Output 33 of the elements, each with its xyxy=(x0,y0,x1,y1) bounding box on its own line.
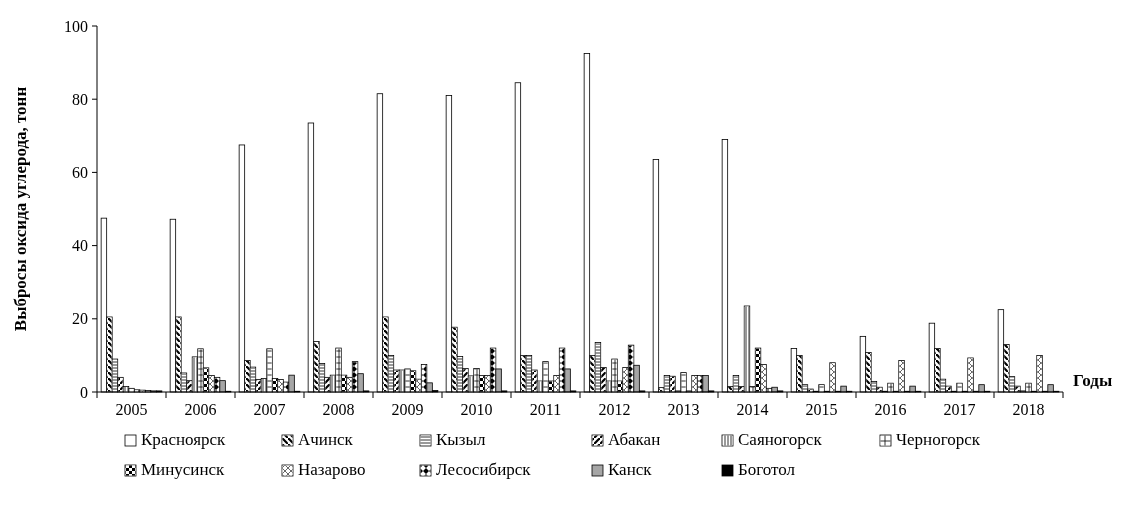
x-tick-label: 2014 xyxy=(736,401,769,418)
legend-label: Назарово xyxy=(298,460,366,479)
x-tick-label: 2015 xyxy=(805,401,838,418)
x-tick-label: 2009 xyxy=(391,401,424,418)
x-tick-label: 2006 xyxy=(184,401,217,418)
x-tick-label: 2011 xyxy=(529,401,562,418)
x-tick-label: 2010 xyxy=(460,401,493,418)
x-tick-label: 2007 xyxy=(253,401,286,418)
legend-label: Ачинск xyxy=(298,430,354,449)
x-tick-label: 2012 xyxy=(598,401,631,418)
legend-label: Черногорск xyxy=(896,430,981,449)
legend-label: Красноярск xyxy=(141,430,227,449)
x-tick-label: 2018 xyxy=(1012,401,1045,418)
legend-label: Канск xyxy=(608,460,653,479)
x-tick-label: 2016 xyxy=(874,401,907,418)
y-tick-label: 100 xyxy=(64,17,88,35)
y-tick-label: 60 xyxy=(72,164,88,181)
legend-label: Минусинск xyxy=(141,460,226,479)
x-axis-title: Годы xyxy=(1073,371,1113,390)
y-tick-label: 0 xyxy=(80,383,88,401)
y-tick-label: 80 xyxy=(72,90,88,108)
x-tick-label: 2013 xyxy=(667,401,700,418)
legend-label: Кызыл xyxy=(436,430,486,449)
legend-label: Абакан xyxy=(608,430,661,449)
legend-label: Лесосибирск xyxy=(436,460,532,479)
legend-label: Саяногорск xyxy=(738,430,823,449)
legend-label: Боготол xyxy=(738,460,796,479)
x-tick-label: 2008 xyxy=(322,401,355,418)
y-tick-label: 20 xyxy=(72,310,88,328)
x-tick-label: 2005 xyxy=(115,401,148,418)
x-tick-label: 2017 xyxy=(943,401,976,418)
y-axis-title: Выбросы оксида углерода, тонн xyxy=(11,86,30,332)
y-tick-label: 40 xyxy=(72,237,88,255)
